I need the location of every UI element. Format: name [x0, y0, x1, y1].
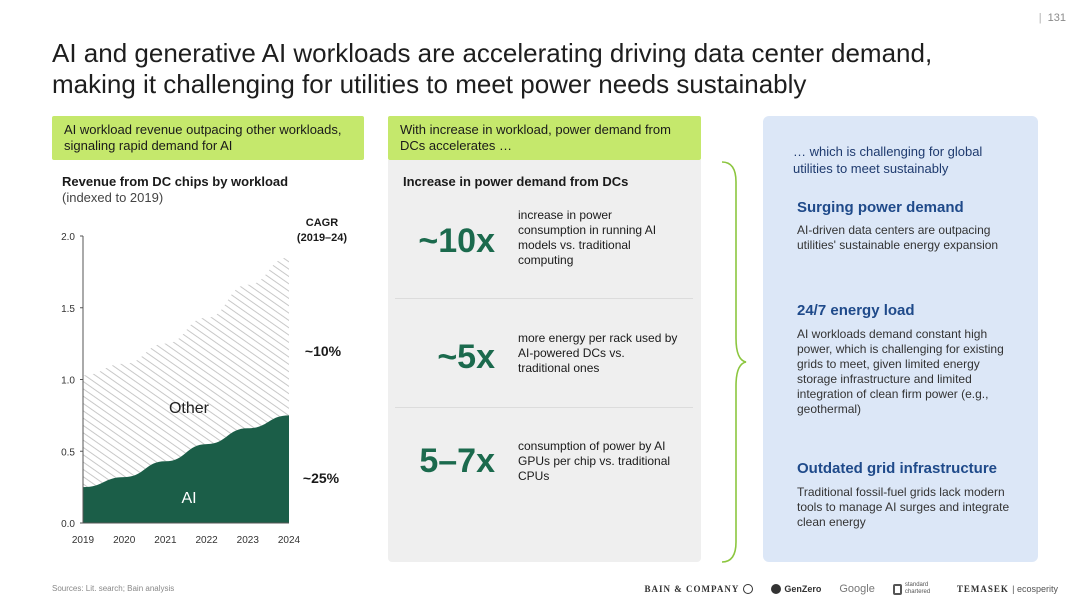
- series-area-other: [83, 257, 289, 488]
- power-demand-panel: [388, 160, 701, 562]
- cagr-header: CAGR (2019–24): [290, 216, 354, 246]
- section-heading-surging-power: Surging power demand: [797, 199, 964, 216]
- metric-desc: consumption of power by AI GPUs per chip…: [518, 439, 671, 483]
- x-tick-label: 2019: [72, 535, 95, 546]
- callout-power-demand: With increase in workload, power demand …: [388, 116, 701, 160]
- divider: [395, 407, 693, 408]
- standard-chartered-mark-icon: [892, 583, 902, 595]
- chart-title: Revenue from DC chips by workload: [62, 174, 289, 189]
- metric-desc: more energy per rack used by AI-powered …: [518, 331, 678, 375]
- series-label-ai: AI: [181, 490, 196, 507]
- challenges-panel: [763, 116, 1038, 562]
- callout-ai-revenue: AI workload revenue outpacing other work…: [52, 116, 364, 160]
- genzero-mark-icon: [771, 584, 782, 594]
- cagr-header-text: CAGR (2019–24): [296, 217, 348, 244]
- y-tick-label: 1.5: [61, 304, 75, 315]
- y-tick-label: 0.5: [61, 447, 75, 458]
- metric-value: ~5x: [437, 338, 495, 376]
- cagr-other-value: ~10%: [305, 343, 342, 359]
- temasek-logo: TEMASEK | ecosperity: [956, 584, 1058, 594]
- metric-value: 5–7x: [419, 442, 495, 480]
- cagr-ai-value: ~25%: [303, 470, 340, 486]
- y-tick-label: 2.0: [61, 232, 75, 243]
- series-label-other: Other: [169, 400, 210, 417]
- google-logo: Google: [839, 583, 875, 595]
- curly-bracket-icon: [721, 161, 747, 563]
- x-tick-label: 2023: [237, 535, 260, 546]
- bain-logo: BAIN & COMPANY: [645, 584, 754, 595]
- series-area-ai: [83, 415, 289, 523]
- metric-row-3: 5–7x consumption of power by AI GPUs per…: [388, 438, 701, 498]
- section-heading-energy-load: 24/7 energy load: [797, 302, 915, 319]
- partner-logos: BAIN & COMPANY GenZero Google standard c…: [645, 580, 1058, 598]
- standard-chartered-logo: standard chartered: [892, 582, 939, 596]
- power-demand-heading: Increase in power demand from DCs: [403, 174, 629, 189]
- section-heading-grid-infrastructure: Outdated grid infrastructure: [797, 460, 998, 477]
- revenue-area-chart: 0.0 0.5 1.0 1.5 2.0 2019 2020 2021 2022 2023 2024 O…: [61, 232, 342, 546]
- y-tick-label: 0.0: [61, 519, 75, 530]
- metric-value: ~10x: [418, 222, 495, 260]
- divider: [395, 298, 693, 299]
- x-tick-label: 2021: [154, 535, 177, 546]
- bain-circle-icon: [743, 584, 754, 595]
- section-body-surging-power: AI-driven data centers are outpacing uti…: [797, 223, 999, 252]
- sources-note: Sources: Lit. search; Bain analysis: [52, 584, 175, 593]
- page-title: AI and generative AI workloads are accel…: [52, 38, 933, 99]
- section-body-grid-infrastructure: Traditional fossil-fuel grids lack moder…: [797, 485, 1010, 529]
- ecosperity-logo: ecosperity: [1016, 584, 1058, 594]
- genzero-logo: GenZero: [771, 584, 821, 594]
- y-tick-label: 1.0: [61, 376, 75, 387]
- metric-row-2: ~5x more energy per rack used by AI-powe…: [388, 330, 701, 390]
- x-tick-label: 2022: [195, 535, 218, 546]
- chart-subtitle: (indexed to 2019): [62, 190, 164, 205]
- metric-row-1: ~10x increase in power consumption in ru…: [388, 206, 701, 286]
- x-tick-label: 2020: [113, 535, 136, 546]
- section-body-energy-load: AI workloads demand constant high power,…: [797, 327, 1004, 416]
- page-number: | 131: [1038, 12, 1066, 24]
- challenges-intro: … which is challenging for global utilit…: [793, 144, 983, 176]
- metric-desc: increase in power consumption in running…: [518, 208, 657, 267]
- x-tick-label: 2024: [278, 535, 301, 546]
